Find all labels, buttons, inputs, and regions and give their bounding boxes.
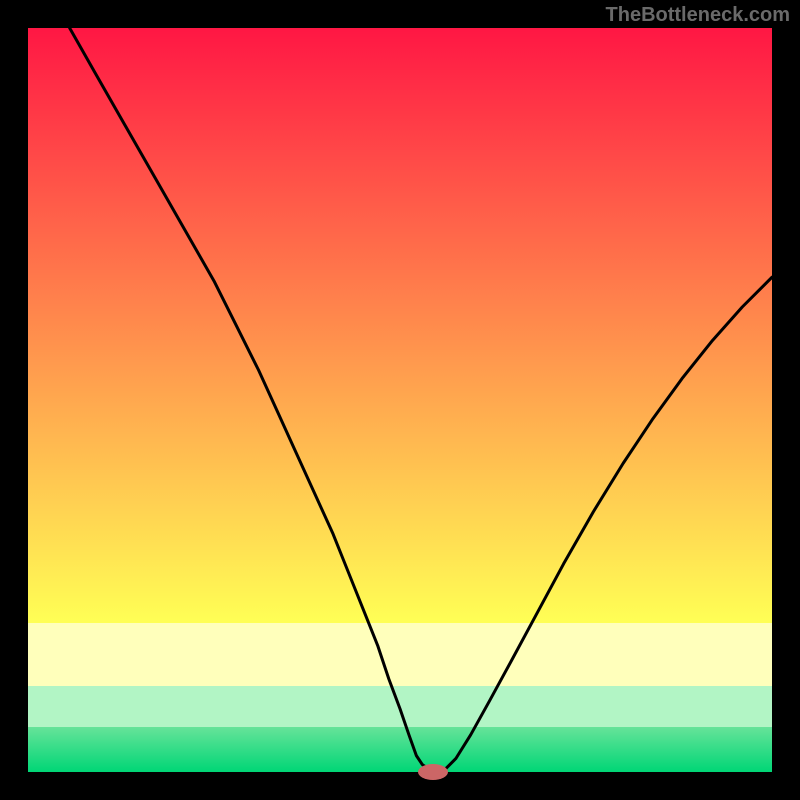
optimum-marker bbox=[416, 762, 450, 782]
bottleneck-chart: TheBottleneck.com bbox=[0, 0, 800, 800]
plot-area bbox=[28, 28, 772, 772]
optimum-marker-ellipse bbox=[418, 764, 448, 780]
bottleneck-curve bbox=[28, 28, 772, 772]
watermark-text: TheBottleneck.com bbox=[606, 4, 790, 27]
curve-path bbox=[70, 28, 772, 772]
